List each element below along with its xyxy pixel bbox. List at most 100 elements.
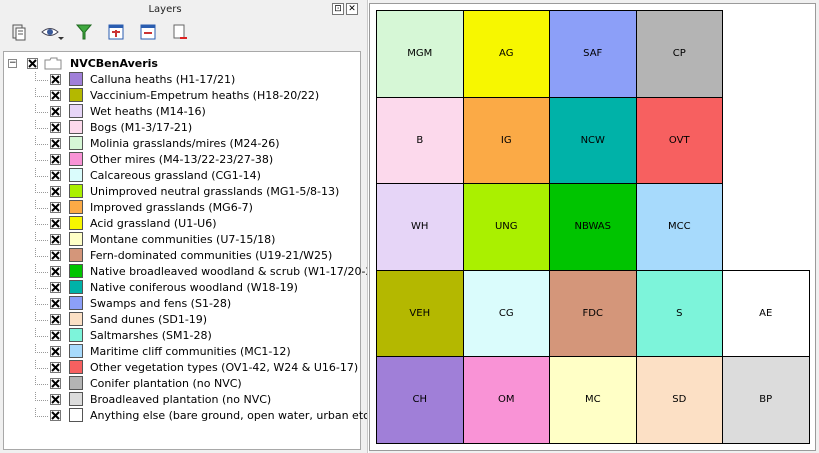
layer-color-swatch [69, 104, 83, 118]
layer-visibility-checkbox[interactable] [50, 394, 61, 405]
map-cell[interactable]: MGM [376, 10, 464, 98]
layer-visibility-checkbox[interactable] [50, 250, 61, 261]
layer-color-swatch [69, 328, 83, 342]
collapse-all-icon[interactable] [138, 22, 158, 42]
layer-row[interactable]: Unimproved neutral grasslands (MG1-5/8-1… [4, 184, 360, 200]
layer-row[interactable]: Molinia grasslands/mires (M24-26) [4, 136, 360, 152]
layer-label: Montane communities (U7-15/18) [90, 233, 276, 246]
map-cell[interactable]: S [635, 269, 723, 357]
layer-row[interactable]: Acid grassland (U1-U6) [4, 216, 360, 232]
map-canvas[interactable]: MGM AG SAF CP B IG NCW OVT WH UNG NBWAS MCC VEH CG FDC… [369, 3, 816, 451]
layer-row[interactable]: Sand dunes (SD1-19) [4, 312, 360, 328]
map-cell[interactable]: VEH [376, 269, 464, 357]
layer-label: Broadleaved plantation (no NVC) [90, 393, 272, 406]
layer-row[interactable]: Bogs (M1-3/17-21) [4, 120, 360, 136]
layer-row[interactable]: Wet heaths (M14-16) [4, 104, 360, 120]
layer-visibility-checkbox[interactable] [50, 330, 61, 341]
layer-visibility-checkbox[interactable] [50, 282, 61, 293]
layer-visibility-checkbox[interactable] [50, 218, 61, 229]
layer-visibility-checkbox[interactable] [50, 234, 61, 245]
map-cell-label: SAF [583, 48, 603, 60]
layer-row[interactable]: Calluna heaths (H1-17/21) [4, 72, 360, 88]
layer-visibility-checkbox[interactable] [50, 154, 61, 165]
layer-row[interactable]: Native broadleaved woodland & scrub (W1-… [4, 264, 384, 280]
map-cell[interactable]: B [376, 96, 464, 184]
map-cell[interactable]: CH [376, 356, 464, 444]
tree-branch-line [35, 312, 48, 321]
layer-visibility-checkbox[interactable] [50, 378, 61, 389]
tree-branch-line [35, 344, 48, 353]
map-cell[interactable]: FDC [549, 269, 637, 357]
layer-row[interactable]: Improved grasslands (MG6-7) [4, 200, 360, 216]
map-cell[interactable]: BP [722, 356, 810, 444]
layer-visibility-checkbox[interactable] [50, 266, 61, 277]
layer-row[interactable]: Other mires (M4-13/22-23/27-38) [4, 152, 360, 168]
collapse-toggle-icon[interactable]: − [8, 58, 17, 68]
layer-row[interactable]: Maritime cliff communities (MC1-12) [4, 344, 360, 360]
map-cell[interactable]: IG [462, 96, 550, 184]
layer-label: Native coniferous woodland (W18-19) [90, 281, 298, 294]
layer-row[interactable]: Vaccinium-Empetrum heaths (H18-20/22) [4, 88, 360, 104]
map-cell[interactable]: CG [462, 269, 550, 357]
layer-visibility-checkbox[interactable] [50, 186, 61, 197]
expand-all-icon[interactable] [106, 22, 126, 42]
map-cell[interactable]: OVT [635, 96, 723, 184]
close-panel-button[interactable]: ✕ [346, 3, 358, 15]
layer-row[interactable]: Fern-dominated communities (U19-21/W25) [4, 248, 360, 264]
group-visibility-checkbox[interactable] [27, 58, 38, 69]
layer-row[interactable]: Anything else (bare ground, open water, … [4, 408, 373, 424]
layer-row[interactable]: Broadleaved plantation (no NVC) [4, 392, 360, 408]
map-cell[interactable]: MC [549, 356, 637, 444]
layer-label: Anything else (bare ground, open water, … [90, 409, 374, 422]
layer-color-swatch [69, 168, 83, 182]
layer-row[interactable]: Saltmarshes (SM1-28) [4, 328, 360, 344]
add-group-icon[interactable] [8, 22, 28, 42]
layer-visibility-checkbox[interactable] [50, 298, 61, 309]
layer-row[interactable]: Other vegetation types (OV1-42, W24 & U1… [4, 360, 360, 376]
layer-visibility-checkbox[interactable] [50, 314, 61, 325]
map-cell[interactable]: AG [462, 10, 550, 98]
map-cell[interactable]: MCC [635, 183, 723, 271]
folder-icon [44, 57, 62, 73]
group-name: NVCBenAveris [70, 57, 158, 70]
remove-layer-icon[interactable] [170, 22, 190, 42]
map-cell[interactable]: SD [635, 356, 723, 444]
layer-label: Native broadleaved woodland & scrub (W1-… [90, 265, 384, 278]
layer-visibility-checkbox[interactable] [50, 202, 61, 213]
layer-row[interactable]: Conifer plantation (no NVC) [4, 376, 360, 392]
layer-row[interactable]: Montane communities (U7-15/18) [4, 232, 360, 248]
layer-color-swatch [69, 392, 83, 406]
map-cell[interactable]: UNG [462, 183, 550, 271]
layer-visibility-checkbox[interactable] [50, 346, 61, 357]
layer-visibility-checkbox[interactable] [50, 138, 61, 149]
layer-visibility-checkbox[interactable] [50, 74, 61, 85]
map-cell[interactable]: NCW [549, 96, 637, 184]
layer-visibility-checkbox[interactable] [50, 410, 61, 421]
map-cell-label: AG [499, 48, 514, 60]
layer-color-swatch [69, 136, 83, 150]
layer-row[interactable]: Calcareous grassland (CG1-14) [4, 168, 360, 184]
tree-branch-line [35, 232, 48, 241]
tree-branch-line [35, 184, 48, 193]
map-cell[interactable]: WH [376, 183, 464, 271]
layer-visibility-checkbox[interactable] [50, 106, 61, 117]
layer-visibility-checkbox[interactable] [50, 170, 61, 181]
map-cell[interactable]: SAF [549, 10, 637, 98]
layer-label: Unimproved neutral grasslands (MG1-5/8-1… [90, 185, 340, 198]
layer-visibility-checkbox[interactable] [50, 122, 61, 133]
layer-visibility-checkbox[interactable] [50, 90, 61, 101]
layer-group-row[interactable]: − NVCBenAveris [4, 56, 360, 72]
layer-row[interactable]: Native coniferous woodland (W18-19) [4, 280, 360, 296]
filter-icon[interactable] [74, 22, 94, 42]
panel-splitter[interactable] [367, 0, 369, 453]
map-cell[interactable]: NBWAS [549, 183, 637, 271]
visibility-icon[interactable] [40, 22, 66, 42]
float-panel-button[interactable]: ⊡ [332, 3, 344, 15]
map-cell-label: OM [498, 394, 515, 406]
map-cell[interactable]: AE [722, 269, 810, 357]
map-cell[interactable]: OM [462, 356, 550, 444]
layer-visibility-checkbox[interactable] [50, 362, 61, 373]
layer-row[interactable]: Swamps and fens (S1-28) [4, 296, 360, 312]
map-cell[interactable]: CP [635, 10, 723, 98]
tree-branch-line [35, 280, 48, 289]
